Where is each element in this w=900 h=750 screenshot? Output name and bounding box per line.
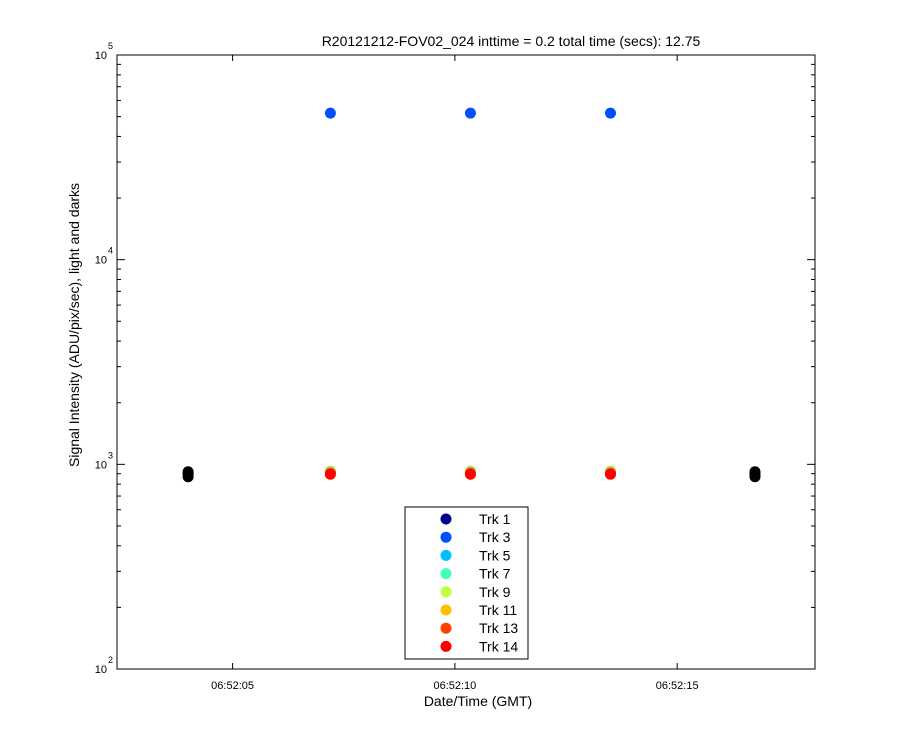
legend-label: Trk 14 [479, 638, 518, 654]
data-point-trk-14 [324, 468, 336, 480]
legend-label: Trk 13 [479, 620, 518, 636]
y-tick-label-exponent: 2 [108, 655, 113, 665]
legend-marker [440, 604, 452, 616]
y-tick-label-exponent: 5 [108, 41, 113, 51]
legend-label: Trk 5 [479, 547, 511, 563]
y-tick-label-base: 10 [95, 255, 107, 267]
y-axis-label: Signal Intensity (ADU/pix/sec), light an… [66, 183, 82, 467]
data-point-trk-3 [324, 107, 336, 119]
legend-label: Trk 9 [479, 584, 511, 600]
y-tick-label-exponent: 3 [108, 450, 113, 460]
data-points [182, 107, 761, 483]
x-tick-label: 06:52:10 [433, 680, 476, 692]
x-tick-label: 06:52:15 [656, 680, 699, 692]
data-point-trk-3 [464, 107, 476, 119]
legend-marker [440, 640, 452, 652]
legend-box [404, 506, 529, 660]
legend-marker [440, 622, 452, 634]
y-tick-label-exponent: 4 [108, 246, 113, 256]
legend-marker [440, 549, 452, 561]
data-point-trk-3 [604, 107, 616, 119]
legend-marker [440, 568, 452, 580]
chart-title: R20121212-FOV02_024 inttime = 0.2 total … [322, 33, 701, 49]
legend-label: Trk 1 [479, 511, 511, 527]
y-tick-label-base: 10 [95, 459, 107, 471]
legend: Trk 1 Trk 3 Trk 5 Trk 7 Trk 9 Trk 11 Trk 13 Trk… [404, 506, 529, 660]
legend-label: Trk 7 [479, 566, 511, 582]
x-axis-label: Date/Time (GMT) [424, 693, 532, 709]
x-tick-label: 06:52:05 [211, 680, 254, 692]
dark-point [749, 466, 761, 478]
dark-point [182, 466, 194, 478]
legend-marker [440, 531, 452, 543]
legend-marker [440, 586, 452, 598]
data-point-trk-14 [464, 468, 476, 480]
data-point-trk-14 [604, 468, 616, 480]
y-tick-label-base: 10 [95, 50, 107, 62]
y-tick-label-base: 10 [95, 664, 107, 676]
legend-label: Trk 11 [479, 602, 517, 618]
legend-label: Trk 3 [479, 529, 511, 545]
legend-marker [440, 513, 452, 525]
